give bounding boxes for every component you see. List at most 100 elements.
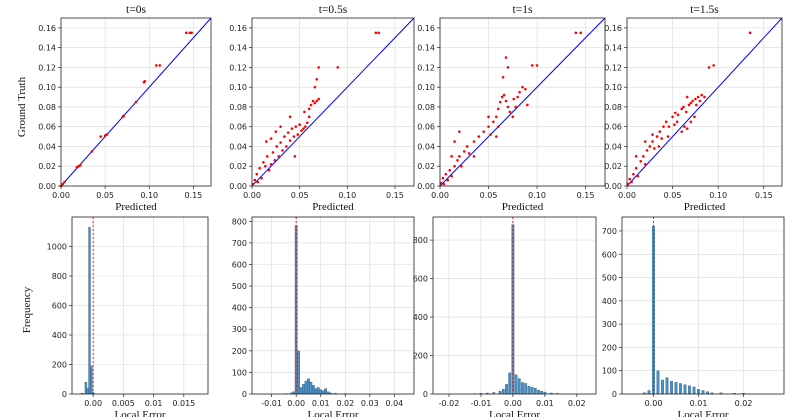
ylabel-ground-truth: Ground Truth bbox=[16, 76, 28, 137]
data-point bbox=[658, 130, 662, 133]
chart-title: t=1s bbox=[513, 4, 533, 16]
y-tick-label: 0.14 bbox=[604, 44, 622, 53]
y-tick-label: 0.10 bbox=[38, 83, 56, 92]
data-point bbox=[667, 125, 671, 129]
data-point bbox=[293, 155, 297, 158]
y-tick-label: 0.16 bbox=[229, 24, 247, 33]
data-point bbox=[281, 149, 284, 152]
data-point bbox=[79, 163, 82, 167]
x-tick-label: 0.15 bbox=[184, 191, 202, 200]
data-point bbox=[634, 155, 638, 158]
data-point bbox=[651, 140, 654, 143]
y-tick-label: 200 bbox=[602, 343, 617, 352]
y-tick-label: 0.08 bbox=[417, 103, 435, 112]
data-point bbox=[494, 115, 498, 119]
data-point bbox=[674, 111, 677, 115]
data-point bbox=[655, 135, 659, 138]
data-point bbox=[498, 100, 502, 104]
histogram-bar bbox=[309, 381, 313, 395]
x-tick-label: 0.15 bbox=[386, 191, 404, 200]
histogram-bar bbox=[90, 365, 93, 395]
data-point bbox=[273, 159, 277, 162]
y-tick-label: 0.04 bbox=[604, 142, 622, 151]
data-point bbox=[290, 127, 294, 130]
y-tick-label: 0 bbox=[62, 390, 67, 399]
x-tick-label: 0.10 bbox=[140, 191, 158, 200]
x-tick-label: 0.015 bbox=[172, 399, 195, 408]
data-point bbox=[279, 125, 282, 129]
y-tick-label: 0.10 bbox=[229, 83, 247, 92]
data-point bbox=[99, 135, 103, 138]
data-point bbox=[258, 166, 261, 170]
data-point bbox=[643, 162, 647, 166]
chart-title: t=0s bbox=[126, 4, 146, 16]
plot-frame bbox=[621, 216, 785, 395]
histogram-bar bbox=[701, 390, 705, 395]
data-point bbox=[630, 180, 633, 184]
histogram-bar bbox=[307, 378, 310, 395]
data-point bbox=[472, 155, 476, 158]
data-point bbox=[377, 31, 381, 35]
x-tick-label: 0.02 bbox=[735, 399, 753, 408]
data-point bbox=[524, 87, 527, 91]
y-tick-label: 0.14 bbox=[229, 44, 247, 53]
data-point bbox=[511, 115, 515, 119]
data-point bbox=[639, 159, 642, 163]
x-tick-label: -0.02 bbox=[439, 399, 460, 408]
histogram-bar bbox=[540, 390, 544, 395]
data-point bbox=[632, 172, 635, 176]
data-point bbox=[657, 145, 661, 148]
x-tick-label: -0.01 bbox=[471, 399, 492, 408]
x-axis-label: Predicted bbox=[115, 201, 157, 213]
data-point bbox=[456, 159, 459, 162]
data-point bbox=[336, 66, 340, 69]
data-point bbox=[134, 100, 138, 104]
ylabel-frequency: Frequency bbox=[21, 286, 33, 333]
x-axis-label: Predicted bbox=[312, 201, 354, 213]
y-tick-label: 0.00 bbox=[604, 182, 622, 191]
plot-frame bbox=[60, 17, 212, 187]
x-tick-label: 0.10 bbox=[338, 191, 356, 200]
plot-frame bbox=[626, 17, 783, 187]
data-point bbox=[315, 99, 319, 103]
data-point bbox=[279, 141, 282, 144]
x-tick-label: 0.00 bbox=[645, 399, 663, 408]
y-tick-label: 100 bbox=[602, 367, 617, 376]
data-point bbox=[303, 110, 306, 114]
data-point bbox=[311, 99, 315, 103]
data-point bbox=[265, 155, 269, 158]
data-point bbox=[190, 31, 193, 35]
y-tick-label: 0.08 bbox=[229, 103, 247, 112]
data-point bbox=[274, 130, 278, 133]
data-point bbox=[634, 166, 638, 170]
data-point bbox=[285, 145, 288, 148]
reference-line bbox=[439, 17, 606, 187]
data-point bbox=[61, 182, 65, 186]
histogram-bar bbox=[537, 389, 540, 395]
data-point bbox=[694, 97, 697, 101]
x-tick-label: 0.10 bbox=[528, 191, 546, 200]
histogram-bar bbox=[692, 386, 696, 395]
data-point bbox=[184, 31, 188, 35]
histogram-bar bbox=[302, 384, 305, 395]
y-tick-label: 0.08 bbox=[38, 103, 56, 112]
data-point bbox=[516, 95, 519, 99]
histogram-bar bbox=[688, 385, 691, 395]
data-point bbox=[492, 120, 495, 124]
data-point bbox=[487, 125, 490, 129]
data-point bbox=[298, 123, 301, 127]
histogram-bar bbox=[524, 383, 528, 395]
y-tick-label: 0.04 bbox=[417, 142, 435, 151]
plot-frame bbox=[251, 216, 415, 395]
y-tick-label: 800 bbox=[52, 272, 67, 281]
data-point bbox=[676, 113, 680, 117]
x-tick-label: 0.00 bbox=[287, 399, 305, 408]
data-point bbox=[477, 135, 481, 138]
y-tick-label: 0.02 bbox=[38, 162, 56, 171]
x-tick-label: 0.02 bbox=[336, 399, 354, 408]
x-tick-label: 0.01 bbox=[312, 399, 330, 408]
data-point bbox=[502, 93, 506, 97]
data-point bbox=[286, 131, 290, 134]
chart-panel-4: 0.00 0.05 0.10 0.15 0.00 0.02 0.04 0.06 0.08 0.10… bbox=[604, 4, 783, 213]
y-tick-label: 400 bbox=[52, 331, 67, 340]
